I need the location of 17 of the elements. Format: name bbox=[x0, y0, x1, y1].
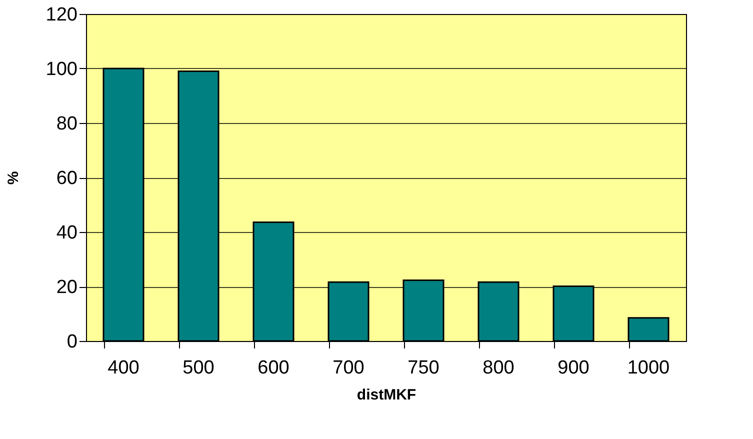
x-tick-label: 1000 bbox=[627, 358, 670, 378]
y-tick-label: 20 bbox=[56, 277, 78, 298]
y-tick-label: 40 bbox=[56, 222, 78, 244]
x-tick-label: 600 bbox=[258, 358, 290, 378]
x-axis-title: distMKF bbox=[356, 386, 416, 404]
x-tick-label: 750 bbox=[408, 358, 440, 378]
x-tick-label: 500 bbox=[182, 358, 214, 378]
x-tick-label: 800 bbox=[482, 358, 514, 378]
y-tick-label: 100 bbox=[46, 59, 78, 80]
y-tick-label: 0 bbox=[66, 332, 78, 352]
x-tick-label: 400 bbox=[108, 358, 140, 378]
y-tick-label: 80 bbox=[56, 114, 78, 134]
y-tick-label: 60 bbox=[56, 168, 78, 189]
y-axis-title: % bbox=[4, 171, 22, 185]
x-tick-label: 900 bbox=[558, 358, 590, 378]
x-tick-label: 700 bbox=[332, 358, 364, 378]
y-tick-label: 120 bbox=[46, 4, 78, 26]
